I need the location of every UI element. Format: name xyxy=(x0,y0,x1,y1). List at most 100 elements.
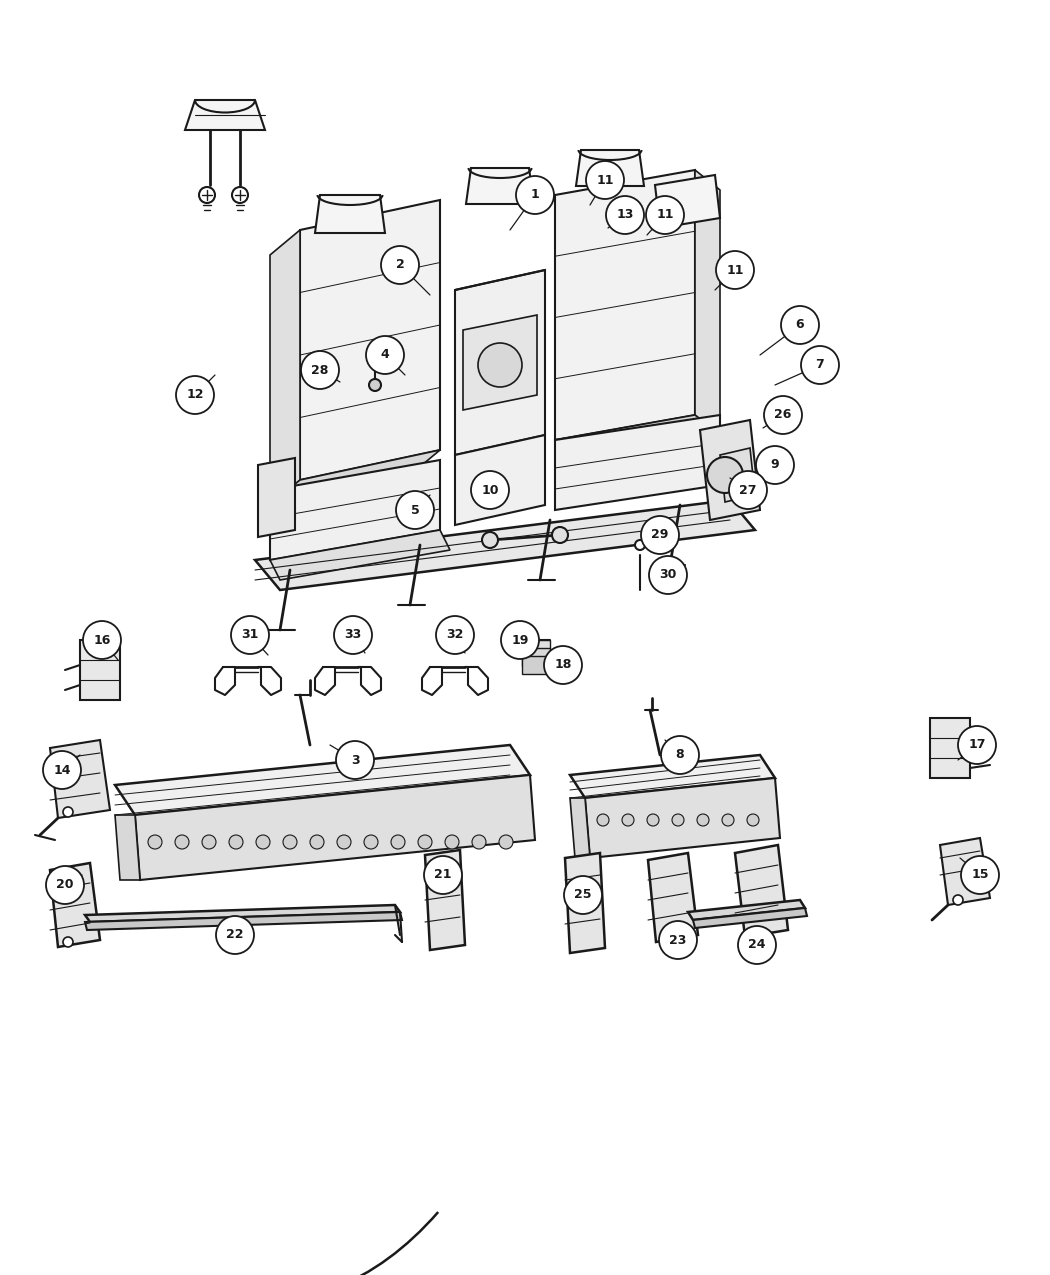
Polygon shape xyxy=(585,778,780,858)
Circle shape xyxy=(722,813,734,826)
Polygon shape xyxy=(255,500,755,590)
Polygon shape xyxy=(116,815,140,880)
Circle shape xyxy=(301,351,339,389)
Text: 30: 30 xyxy=(659,569,676,581)
Bar xyxy=(522,657,550,674)
Circle shape xyxy=(63,807,74,817)
Circle shape xyxy=(606,196,644,235)
Circle shape xyxy=(552,527,568,543)
Text: 26: 26 xyxy=(774,408,792,422)
Circle shape xyxy=(229,835,243,849)
Circle shape xyxy=(231,616,269,654)
Circle shape xyxy=(216,915,254,954)
Text: 11: 11 xyxy=(656,209,674,222)
Text: 24: 24 xyxy=(749,938,765,951)
Bar xyxy=(522,648,550,666)
Polygon shape xyxy=(648,853,698,942)
Circle shape xyxy=(366,337,404,374)
Polygon shape xyxy=(655,175,720,228)
Polygon shape xyxy=(50,740,110,819)
Circle shape xyxy=(716,251,754,289)
Text: 33: 33 xyxy=(344,629,361,641)
Circle shape xyxy=(697,813,709,826)
Circle shape xyxy=(232,187,248,203)
Text: 28: 28 xyxy=(311,363,329,376)
Circle shape xyxy=(175,835,189,849)
Text: 27: 27 xyxy=(739,483,757,496)
Polygon shape xyxy=(455,435,545,525)
Polygon shape xyxy=(270,530,450,580)
Polygon shape xyxy=(85,905,400,922)
Circle shape xyxy=(499,835,513,849)
Text: 18: 18 xyxy=(554,658,571,672)
Circle shape xyxy=(747,813,759,826)
Text: 2: 2 xyxy=(396,259,404,272)
Circle shape xyxy=(43,751,81,789)
Circle shape xyxy=(756,446,794,485)
Text: 20: 20 xyxy=(57,878,74,891)
Polygon shape xyxy=(50,863,100,947)
Text: 16: 16 xyxy=(93,634,110,646)
Circle shape xyxy=(646,196,684,235)
Polygon shape xyxy=(565,853,605,952)
Text: 25: 25 xyxy=(574,889,592,901)
Polygon shape xyxy=(693,908,807,928)
Text: 19: 19 xyxy=(511,634,529,646)
Polygon shape xyxy=(555,414,720,510)
Circle shape xyxy=(958,725,996,764)
Text: 9: 9 xyxy=(771,459,779,472)
Text: 3: 3 xyxy=(351,754,359,766)
Circle shape xyxy=(729,470,766,509)
Polygon shape xyxy=(270,450,440,505)
Text: 22: 22 xyxy=(226,928,244,941)
Polygon shape xyxy=(940,838,990,905)
Circle shape xyxy=(635,541,645,550)
Circle shape xyxy=(781,306,819,344)
Circle shape xyxy=(336,741,374,779)
Polygon shape xyxy=(270,230,300,505)
Circle shape xyxy=(516,176,554,214)
Circle shape xyxy=(471,470,509,509)
Polygon shape xyxy=(270,460,440,560)
Bar xyxy=(522,640,550,658)
Polygon shape xyxy=(555,414,720,460)
Text: 14: 14 xyxy=(54,764,70,776)
Text: 15: 15 xyxy=(971,868,989,881)
Circle shape xyxy=(148,835,162,849)
Circle shape xyxy=(482,532,498,548)
Circle shape xyxy=(256,835,270,849)
Text: 12: 12 xyxy=(186,389,204,402)
Polygon shape xyxy=(570,755,775,798)
Polygon shape xyxy=(695,170,720,435)
Text: 7: 7 xyxy=(816,358,824,371)
Circle shape xyxy=(478,343,522,388)
Polygon shape xyxy=(720,448,755,502)
Polygon shape xyxy=(135,775,536,880)
Polygon shape xyxy=(700,419,760,520)
Circle shape xyxy=(369,379,381,391)
Circle shape xyxy=(381,246,419,284)
Circle shape xyxy=(649,556,687,594)
Text: 10: 10 xyxy=(481,483,499,496)
Circle shape xyxy=(334,616,372,654)
Circle shape xyxy=(396,491,434,529)
Text: 1: 1 xyxy=(530,189,540,201)
Text: 21: 21 xyxy=(435,868,452,881)
Circle shape xyxy=(202,835,216,849)
Text: 17: 17 xyxy=(968,738,986,751)
Polygon shape xyxy=(300,200,440,479)
Circle shape xyxy=(200,187,215,203)
Text: 5: 5 xyxy=(411,504,419,516)
Polygon shape xyxy=(315,195,385,233)
Circle shape xyxy=(961,856,999,894)
Polygon shape xyxy=(85,912,402,929)
Circle shape xyxy=(176,376,214,414)
Polygon shape xyxy=(425,850,465,950)
Circle shape xyxy=(801,346,839,384)
Polygon shape xyxy=(466,168,534,204)
Text: 11: 11 xyxy=(727,264,743,277)
Text: 11: 11 xyxy=(596,173,614,186)
Polygon shape xyxy=(555,170,695,440)
Circle shape xyxy=(738,926,776,964)
Circle shape xyxy=(364,835,378,849)
